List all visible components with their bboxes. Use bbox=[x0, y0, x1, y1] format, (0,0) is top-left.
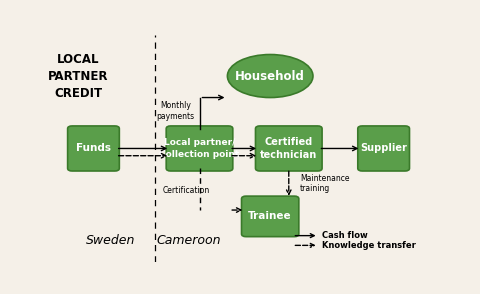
Text: Sweden: Sweden bbox=[85, 234, 135, 247]
Text: Monthly
payments: Monthly payments bbox=[156, 101, 194, 121]
Text: Supplier: Supplier bbox=[360, 143, 407, 153]
Text: Maintenance
training: Maintenance training bbox=[300, 174, 349, 193]
Text: Funds: Funds bbox=[76, 143, 111, 153]
FancyBboxPatch shape bbox=[166, 126, 233, 171]
FancyBboxPatch shape bbox=[68, 126, 120, 171]
Text: LOCAL
PARTNER
CREDIT: LOCAL PARTNER CREDIT bbox=[48, 53, 109, 100]
Text: Certified
technician: Certified technician bbox=[260, 137, 317, 160]
Text: Certification: Certification bbox=[163, 186, 210, 195]
Text: Cash flow: Cash flow bbox=[322, 231, 368, 240]
Ellipse shape bbox=[228, 54, 313, 98]
Text: Local partner/
Collection point: Local partner/ Collection point bbox=[159, 138, 240, 158]
Text: Knowledge transfer: Knowledge transfer bbox=[322, 241, 416, 250]
FancyBboxPatch shape bbox=[255, 126, 322, 171]
Text: Cameroon: Cameroon bbox=[156, 234, 221, 247]
FancyBboxPatch shape bbox=[358, 126, 409, 171]
Text: Trainee: Trainee bbox=[248, 211, 292, 221]
Text: Household: Household bbox=[235, 69, 305, 83]
FancyBboxPatch shape bbox=[241, 196, 299, 237]
